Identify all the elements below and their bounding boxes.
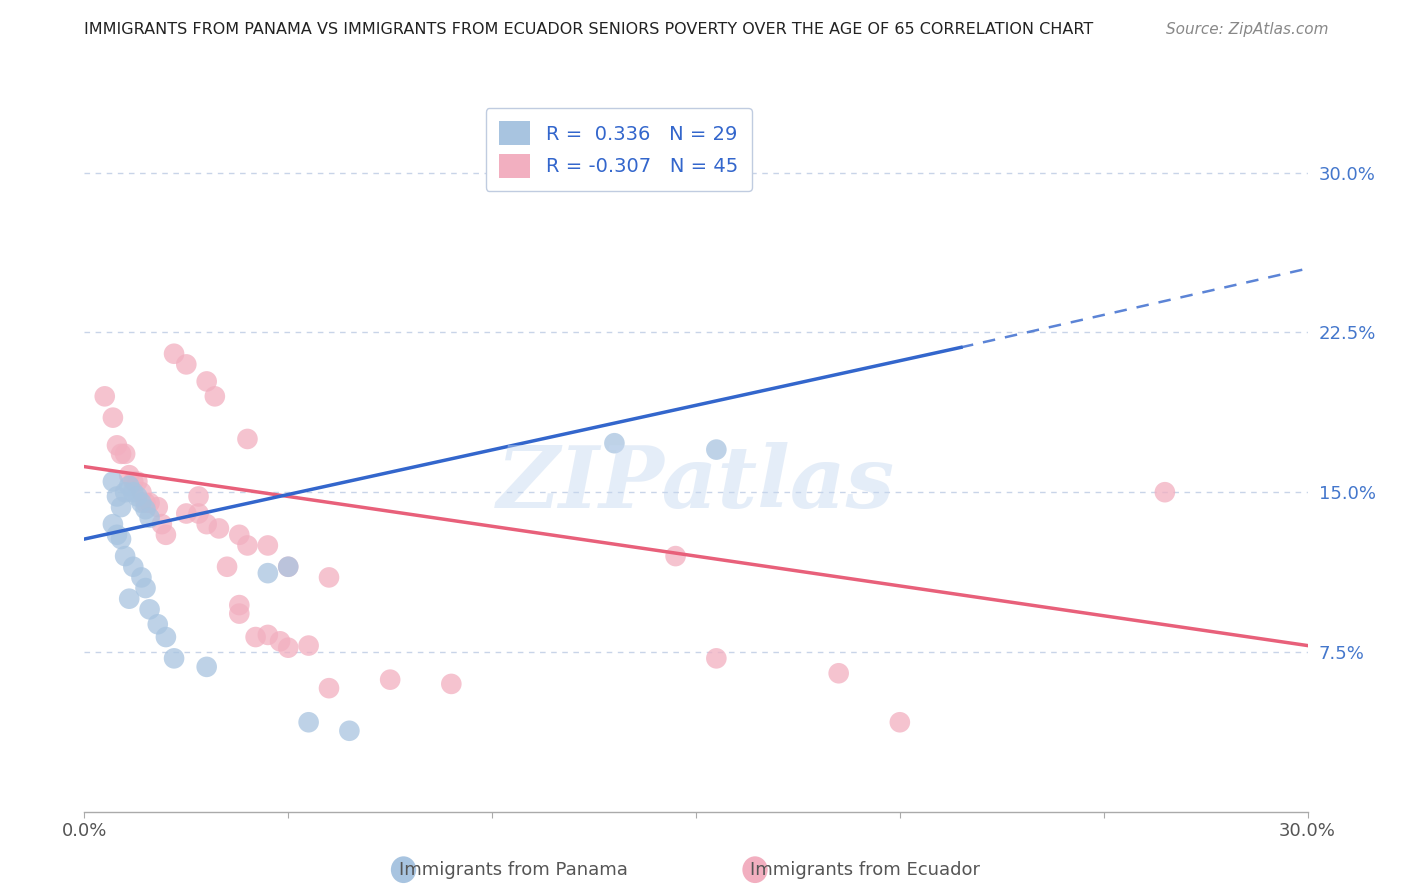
Point [135,502,157,516]
Point [118,479,141,493]
Point [105,528,128,542]
Point [277,559,299,574]
Point [228,598,250,612]
Text: Immigrants from Ecuador: Immigrants from Ecuador [749,861,980,879]
Point [318,570,340,584]
Text: Source: ZipAtlas.com: Source: ZipAtlas.com [1166,22,1329,37]
Point [146,500,169,515]
Point [146,617,169,632]
Point [339,723,361,738]
Point [150,517,173,532]
Point [163,651,186,665]
Point [101,410,124,425]
Point [257,628,280,642]
Point [114,447,136,461]
Point [110,500,132,515]
Point [440,677,463,691]
Point [110,532,132,546]
Point [105,438,128,452]
Text: IMMIGRANTS FROM PANAMA VS IMMIGRANTS FROM ECUADOR SENIORS POVERTY OVER THE AGE O: IMMIGRANTS FROM PANAMA VS IMMIGRANTS FRO… [84,22,1094,37]
Point [1154,485,1177,500]
Point [217,559,239,574]
Point [257,538,280,552]
Point [101,475,124,489]
Point [105,490,128,504]
Point [195,517,218,532]
Point [118,591,141,606]
Point [245,630,267,644]
Point [706,651,728,665]
Point [318,681,340,695]
Point [131,485,153,500]
Point [138,496,160,510]
Point [828,666,851,681]
Point [195,660,218,674]
Legend: R =  0.336   N = 29, R = -0.307   N = 45: R = 0.336 N = 29, R = -0.307 N = 45 [485,108,752,191]
Point [298,639,321,653]
Point [204,389,226,403]
Point [257,566,280,581]
Text: ZIPatlas: ZIPatlas [496,442,896,525]
Point [135,581,157,595]
Point [114,485,136,500]
Point [131,570,153,584]
Point [122,475,145,489]
Point [380,673,402,687]
Point [187,507,209,521]
Point [298,715,321,730]
Point [228,607,250,621]
Point [208,521,231,535]
Point [122,485,145,500]
Point [665,549,688,563]
Point [93,389,117,403]
Point [236,432,259,446]
Point [277,559,299,574]
Point [187,490,209,504]
Point [131,496,153,510]
Point [138,510,160,524]
Point [138,602,160,616]
Point [195,375,218,389]
Point [228,528,250,542]
Point [127,490,149,504]
Point [114,549,136,563]
Point [889,715,911,730]
Point [163,347,186,361]
Point [118,468,141,483]
Point [110,447,132,461]
Point [176,358,198,372]
Point [122,559,145,574]
Text: Immigrants from Panama: Immigrants from Panama [399,861,627,879]
Point [155,528,177,542]
Point [135,496,157,510]
Point [706,442,728,457]
Point [236,538,259,552]
Point [127,475,149,489]
Point [176,507,198,521]
Point [155,630,177,644]
Point [603,436,626,450]
Point [277,640,299,655]
Point [269,634,291,648]
Point [101,517,124,532]
